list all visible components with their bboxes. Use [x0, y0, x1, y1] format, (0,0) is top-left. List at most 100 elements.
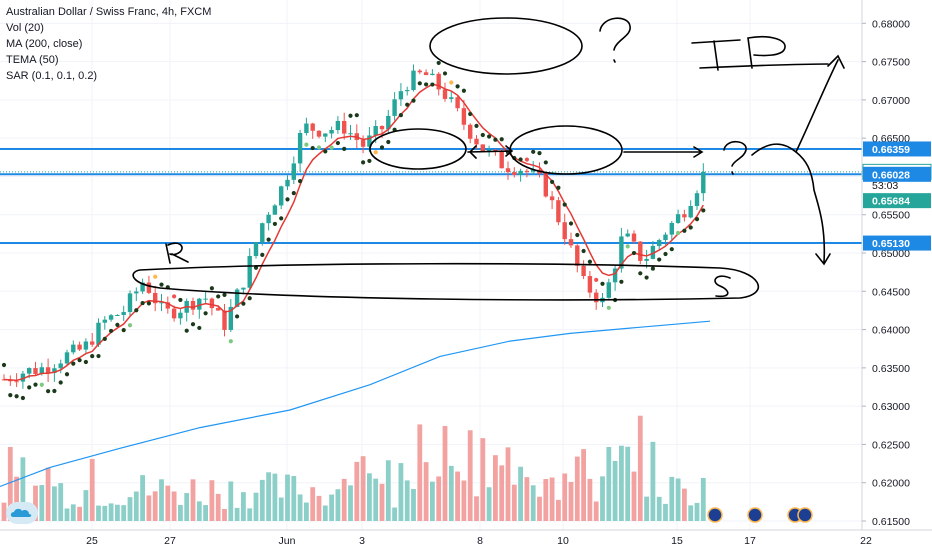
sar-dot [493, 137, 498, 142]
x-tick-label: 10 [557, 535, 569, 547]
volume-bar [310, 487, 316, 521]
symbol-title[interactable]: Australian Dollar / Swiss Franc, 4h, FXC… [6, 6, 212, 18]
candle-body [531, 169, 536, 172]
horizontal-levels[interactable] [0, 147, 862, 245]
event-markers[interactable] [707, 507, 813, 523]
volume-bar [367, 473, 372, 521]
volume-bar [505, 447, 511, 521]
volume-bar [700, 477, 706, 521]
candle-body [568, 239, 574, 246]
candle-body [461, 108, 467, 125]
sar-dot [172, 294, 177, 299]
event-flag-icon[interactable] [797, 507, 813, 523]
x-tick-label: Jun [279, 535, 296, 547]
candle-body [108, 315, 114, 320]
price-tag-label: 0.65130 [872, 238, 910, 250]
candle-body [594, 292, 599, 303]
sar-dot [556, 185, 561, 190]
parabolic-sar-dots [1, 60, 706, 401]
tradingview-logo-icon[interactable] [6, 502, 38, 524]
sar-dot [253, 265, 259, 270]
hand-drawings[interactable] [132, 17, 845, 301]
candle-body [348, 133, 353, 135]
sar-dot [134, 308, 139, 313]
candle-body [606, 282, 611, 298]
volume-bar [518, 466, 523, 521]
candle-body [436, 73, 441, 90]
sar-dot [46, 389, 51, 394]
sar-dot [694, 217, 700, 222]
volume-bar [593, 501, 599, 521]
candle-body [285, 179, 290, 187]
volume-bar [178, 504, 183, 521]
candle-body [329, 130, 334, 134]
event-flag-icon[interactable] [747, 507, 763, 523]
volume-bar [33, 485, 38, 521]
volume-bar [70, 504, 76, 521]
candle-body [83, 341, 89, 350]
volume-bar [568, 481, 574, 521]
volume-bar [39, 485, 45, 521]
volume-bar [619, 445, 624, 521]
indicator-vol[interactable]: Vol (20) [6, 22, 44, 34]
sar-dot [468, 111, 473, 117]
sar-dot [518, 157, 523, 162]
sar-dot [109, 328, 114, 334]
candle-body [468, 124, 473, 139]
volume-bar [549, 477, 555, 521]
sar-dot [235, 314, 240, 319]
time-axis[interactable]: 25 27 Jun 3 8 10 15 17 22 [0, 529, 932, 547]
x-tick-label: 15 [671, 535, 683, 547]
sar-dot [455, 84, 460, 89]
volume-bar [600, 476, 605, 521]
volume-bar [102, 505, 108, 521]
indicator-sar[interactable]: SAR (0.1, 0.1, 0.2) [6, 70, 98, 82]
candle-body [486, 149, 492, 152]
ma-200-line [0, 320, 711, 488]
price-axis[interactable]: 0.680000.675000.670000.665000.660000.655… [861, 0, 932, 550]
volume-bar [272, 473, 278, 521]
price-tag-label: 0.66359 [872, 144, 910, 156]
candle-body [650, 245, 656, 259]
candle-body [297, 133, 303, 164]
volume-bar [297, 494, 303, 521]
sar-dot [279, 216, 284, 221]
sar-dot [8, 392, 13, 398]
volume-bar [423, 462, 429, 521]
volume-bar [411, 489, 416, 521]
candle-body [631, 233, 637, 242]
sar-dot [487, 134, 492, 139]
sar-dot [178, 297, 183, 303]
volume-bar [348, 485, 353, 521]
sar-dot [543, 160, 548, 165]
indicator-tema[interactable]: TEMA (50) [6, 54, 59, 66]
volume-bar [379, 483, 385, 521]
volume-bar [448, 465, 454, 521]
candle-body [386, 115, 391, 130]
sar-dot [121, 328, 126, 333]
candle-body [178, 312, 183, 319]
candle-body [342, 120, 347, 134]
x-tick-label: 8 [477, 535, 483, 547]
sar-dot [1, 362, 7, 368]
candle-body [247, 256, 252, 288]
event-flag-icon[interactable] [707, 507, 723, 523]
candle-body [449, 97, 454, 99]
volume-bar [77, 506, 82, 521]
candle-body [96, 322, 101, 345]
sar-dot [449, 80, 454, 85]
candle-body [524, 170, 530, 172]
sar-dot [657, 257, 662, 262]
sar-dot [550, 179, 555, 184]
price-tag-label: 0.66028 [872, 169, 910, 181]
sar-dot [335, 140, 340, 146]
indicator-ma[interactable]: MA (200, close) [6, 38, 83, 50]
volume-bar [52, 486, 57, 521]
sar-dot [619, 279, 624, 284]
tema-50-line [3, 83, 704, 382]
candle-body [33, 368, 38, 374]
candle-body [638, 241, 643, 261]
candle-body [323, 133, 328, 137]
sar-dot [222, 292, 227, 297]
